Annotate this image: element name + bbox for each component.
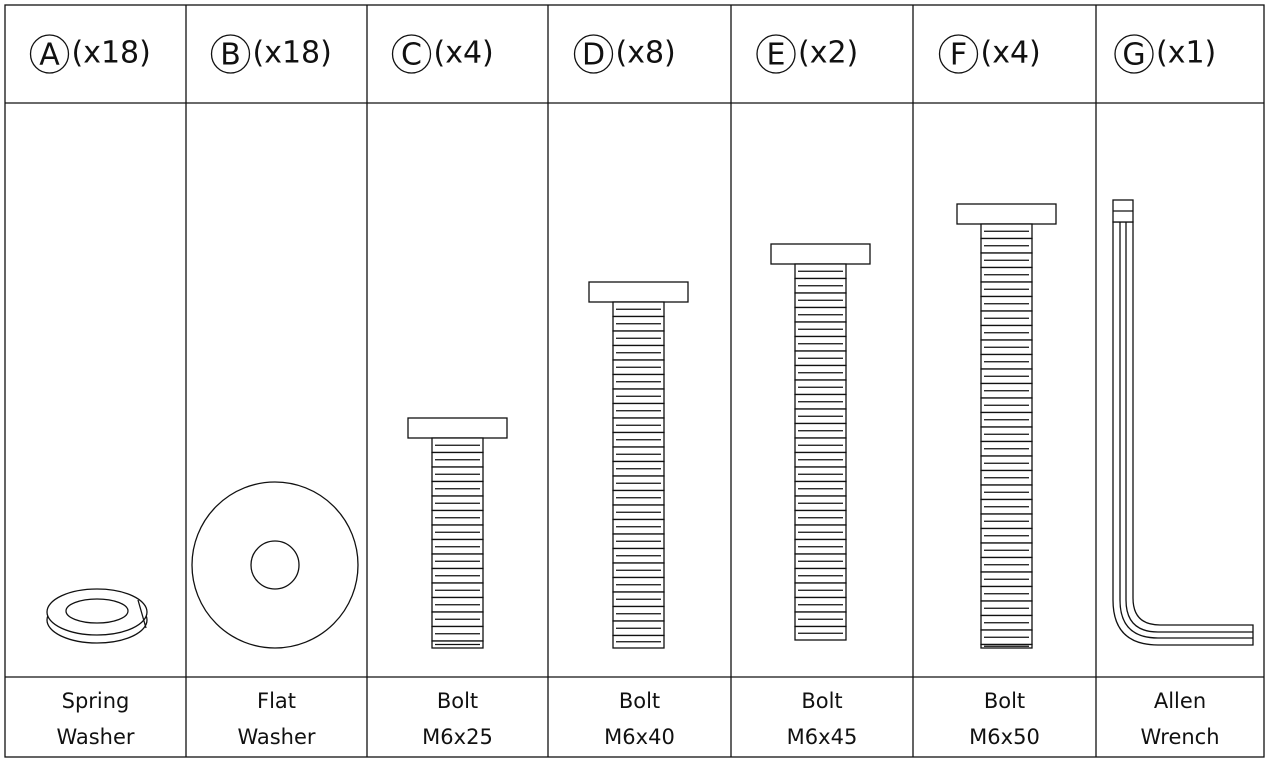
part-letter: A — [39, 38, 60, 73]
part-name-line: Flat — [257, 689, 296, 713]
part-name-line: M6x40 — [604, 725, 675, 749]
part-name-line: Bolt — [984, 689, 1025, 713]
part-quantity: (x8) — [616, 36, 676, 71]
letter-circle — [756, 34, 796, 74]
table-border — [4, 4, 1265, 758]
part-letter: G — [1122, 38, 1145, 73]
part-name-line: Allen — [1154, 689, 1206, 713]
part-quantity: (x4) — [434, 36, 494, 71]
letter-circle — [573, 34, 614, 74]
part-name-line: Wrench — [1140, 725, 1219, 749]
part-name-line: Washer — [237, 725, 315, 749]
part-name-line: Bolt — [801, 689, 842, 713]
bolt-head — [770, 243, 871, 265]
part-quantity: (x1) — [1156, 36, 1216, 71]
part-name-line: M6x50 — [969, 725, 1040, 749]
allen-wrench-icon — [1112, 199, 1254, 646]
part-name-line: Bolt — [619, 689, 660, 713]
part-name-line: M6x45 — [787, 725, 858, 749]
part-letter: C — [401, 38, 422, 73]
bolt-head — [407, 417, 508, 439]
bolt-head — [956, 203, 1057, 225]
spring-washer-icon — [46, 588, 148, 644]
letter-circle — [210, 34, 251, 74]
bolt-head — [588, 281, 689, 303]
part-quantity: (x18) — [72, 36, 151, 71]
part-letter: B — [220, 38, 241, 73]
letter-circle — [1114, 34, 1154, 74]
part-quantity: (x18) — [253, 36, 332, 71]
part-name-line: Bolt — [437, 689, 478, 713]
part-name-line: M6x25 — [422, 725, 493, 749]
bolts — [407, 203, 1057, 649]
bolt-icon — [770, 243, 871, 641]
letter-circle — [391, 34, 432, 74]
part-letter: D — [582, 38, 605, 73]
part-name-line: Washer — [56, 725, 134, 749]
flat-washer-icon — [191, 481, 359, 649]
bolt-icon — [588, 281, 689, 649]
bolt-icon — [407, 417, 508, 649]
part-letter: F — [950, 38, 967, 73]
part-name-line: Spring — [62, 689, 130, 713]
part-letter: E — [767, 38, 786, 73]
letter-circle — [938, 34, 979, 74]
part-quantity: (x4) — [981, 36, 1041, 71]
letter-circle — [29, 34, 70, 74]
part-quantity: (x2) — [798, 36, 858, 71]
bolt-icon — [956, 203, 1057, 649]
